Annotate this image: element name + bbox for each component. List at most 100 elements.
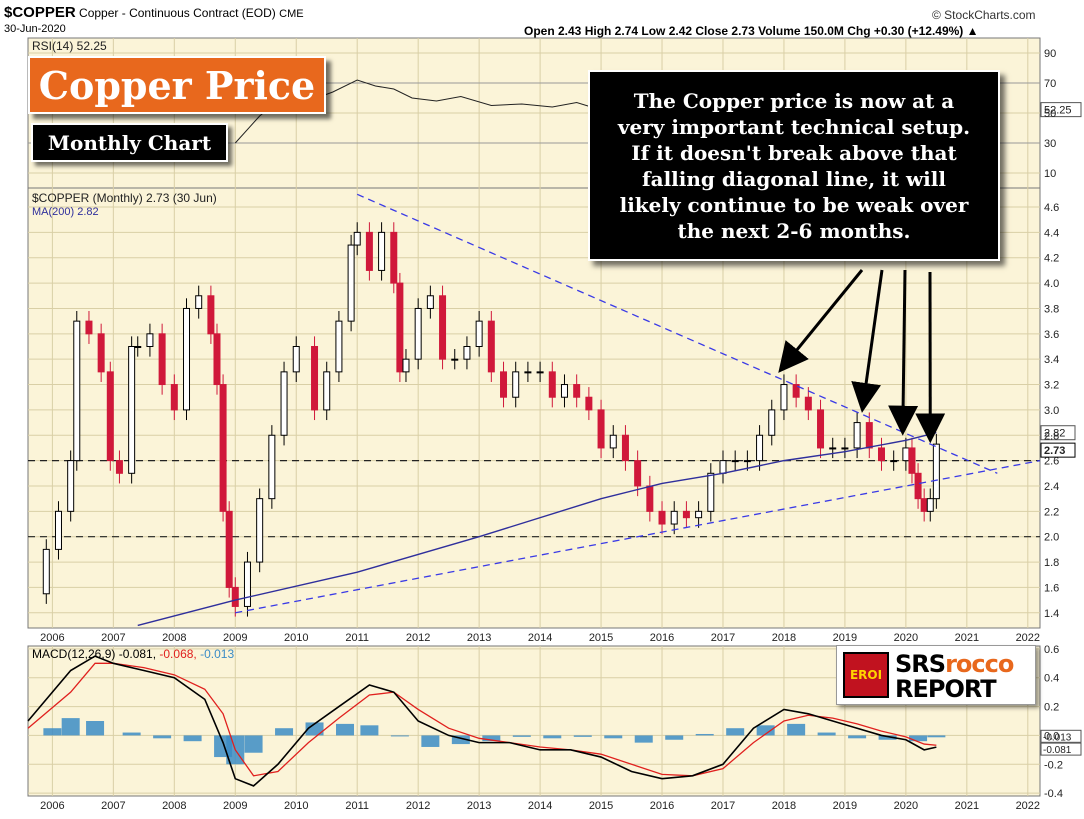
candle-body bbox=[548, 371, 556, 398]
candle-body bbox=[414, 307, 422, 360]
candle-body bbox=[756, 434, 764, 462]
y-tick-label: 3.4 bbox=[1044, 354, 1059, 366]
candle-body bbox=[85, 320, 93, 335]
price-value-tag bbox=[1040, 442, 1076, 458]
rsi-value-label: 52.25 bbox=[1044, 105, 1072, 117]
candle-body bbox=[914, 472, 922, 500]
candle-body bbox=[134, 346, 142, 349]
candle-body bbox=[780, 384, 788, 411]
macd-histogram-bar bbox=[451, 735, 470, 745]
macd-histogram-bar bbox=[634, 735, 653, 743]
macd-histogram-bar bbox=[305, 722, 324, 736]
macd-histogram-bar bbox=[86, 721, 105, 736]
x-tick-label: 2010 bbox=[284, 800, 308, 812]
x-tick-label: 2015 bbox=[589, 800, 613, 812]
y-tick-label: 3.8 bbox=[1044, 303, 1059, 315]
candle-body bbox=[280, 371, 288, 436]
legend-labels: RSI(14) 52.25 $COPPER (Monthly) 2.73 (30 … bbox=[32, 39, 234, 661]
macd-histogram-bar bbox=[695, 733, 714, 736]
exchange: CME bbox=[279, 8, 304, 20]
price-panel: 2.82 2.73 bbox=[28, 193, 1076, 627]
candle-body bbox=[890, 460, 898, 463]
candle-body bbox=[463, 346, 471, 360]
macd-histogram-bar bbox=[573, 735, 592, 737]
candle-body bbox=[817, 409, 825, 449]
y-tick-label: -0.2 bbox=[1044, 759, 1063, 771]
x-tick-label: 2021 bbox=[955, 632, 979, 644]
candle-body bbox=[877, 447, 885, 462]
candle-body bbox=[243, 561, 251, 607]
candle-body bbox=[97, 333, 105, 373]
candle-body bbox=[256, 498, 264, 563]
y-tick-label: 2.6 bbox=[1044, 456, 1059, 468]
x-tick-label: 2012 bbox=[406, 800, 430, 812]
macd-histogram-bar bbox=[482, 735, 501, 742]
y-tick-label: 2.8 bbox=[1044, 430, 1059, 442]
y-tick-label: 0.6 bbox=[1044, 644, 1059, 656]
candle-body bbox=[926, 498, 934, 512]
srsrocco-logo: EROI SRSrocco REPORT bbox=[836, 645, 1036, 705]
x-tick-label: 2019 bbox=[833, 800, 857, 812]
candle-body bbox=[347, 244, 355, 322]
candle-body bbox=[634, 460, 642, 487]
macd-histogram-bar bbox=[122, 732, 141, 736]
macd-histogram-bar bbox=[604, 735, 623, 739]
y-tick-label: 3.2 bbox=[1044, 380, 1059, 392]
x-tick-label: 2018 bbox=[772, 632, 796, 644]
logo-line2: REPORT bbox=[895, 675, 997, 703]
y-tick-label: 1.4 bbox=[1044, 608, 1059, 620]
macd-histogram-bar bbox=[43, 728, 62, 736]
candle-body bbox=[573, 384, 581, 398]
candle-body bbox=[865, 422, 873, 449]
candle-body bbox=[451, 358, 459, 361]
candle-body bbox=[804, 396, 812, 411]
x-tick-label: 2014 bbox=[528, 800, 552, 812]
y-tick-label: 4.6 bbox=[1044, 202, 1059, 214]
x-tick-label: 2007 bbox=[101, 632, 125, 644]
candle-body bbox=[158, 333, 166, 386]
contract-description: Copper - Continuous Contract (EOD) bbox=[79, 6, 276, 20]
macd-histogram-bar bbox=[909, 735, 928, 742]
candle-body bbox=[560, 384, 568, 398]
y-tick-label: -0.4 bbox=[1044, 788, 1063, 800]
candle-body bbox=[500, 371, 508, 398]
candle-body bbox=[353, 231, 361, 246]
macd-histogram-bar bbox=[665, 735, 684, 740]
candle-body bbox=[646, 485, 654, 512]
price-value-label: 2.73 bbox=[1044, 445, 1065, 457]
candle-body bbox=[597, 409, 605, 449]
chart-panels bbox=[27, 37, 1041, 797]
macd-histogram-bar bbox=[153, 735, 172, 739]
x-tick-label: 2019 bbox=[833, 632, 857, 644]
x-tick-label: 2006 bbox=[40, 632, 64, 644]
y-tick-label: 2.4 bbox=[1044, 481, 1059, 493]
y-tick-label: 0.0 bbox=[1044, 730, 1059, 742]
ma-value-tag bbox=[1040, 425, 1076, 441]
candle-body bbox=[195, 295, 203, 309]
x-tick-label: 2013 bbox=[467, 800, 491, 812]
x-tick-label: 2010 bbox=[284, 632, 308, 644]
y-tick-label: 4.0 bbox=[1044, 278, 1059, 290]
x-tick-label: 2016 bbox=[650, 632, 674, 644]
macd-histogram-bar bbox=[817, 732, 836, 736]
y-tick-label: 1.8 bbox=[1044, 557, 1059, 569]
x-tick-label: 2015 bbox=[589, 632, 613, 644]
candle-body bbox=[920, 498, 928, 512]
macd-histogram-bar bbox=[756, 725, 775, 736]
candle-body bbox=[768, 409, 776, 436]
candle-body bbox=[183, 307, 191, 411]
macd-legend-part: MACD(12,26,9) -0.081, bbox=[32, 647, 159, 661]
macd-panel: -0.013 -0.081 bbox=[27, 655, 1082, 787]
candle-body bbox=[146, 333, 154, 348]
candle-body bbox=[487, 320, 495, 373]
candle-body bbox=[426, 295, 434, 309]
candle-body bbox=[73, 320, 81, 462]
macd-histogram-bar bbox=[927, 735, 946, 738]
x-tick-label: 2009 bbox=[223, 632, 247, 644]
candle-body bbox=[682, 510, 690, 519]
x-tick-label: 2008 bbox=[162, 632, 186, 644]
chart-title-banner: Copper Price bbox=[28, 56, 326, 114]
candle-body bbox=[225, 510, 233, 588]
macd-hist-tag bbox=[1040, 729, 1082, 743]
